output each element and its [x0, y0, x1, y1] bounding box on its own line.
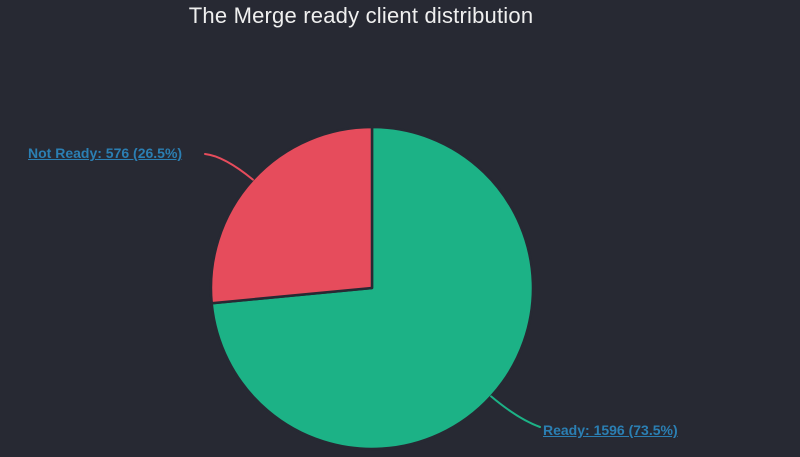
leader-line-not-ready: [204, 153, 254, 181]
pie-slice-not-ready[interactable]: [209, 125, 374, 305]
leader-line-ready: [490, 395, 541, 428]
label-ready[interactable]: Ready: 1596 (73.5%): [543, 422, 678, 438]
chart-title: The Merge ready client distribution: [188, 3, 534, 28]
label-not-ready[interactable]: Not Ready: 576 (26.5%): [28, 145, 183, 161]
